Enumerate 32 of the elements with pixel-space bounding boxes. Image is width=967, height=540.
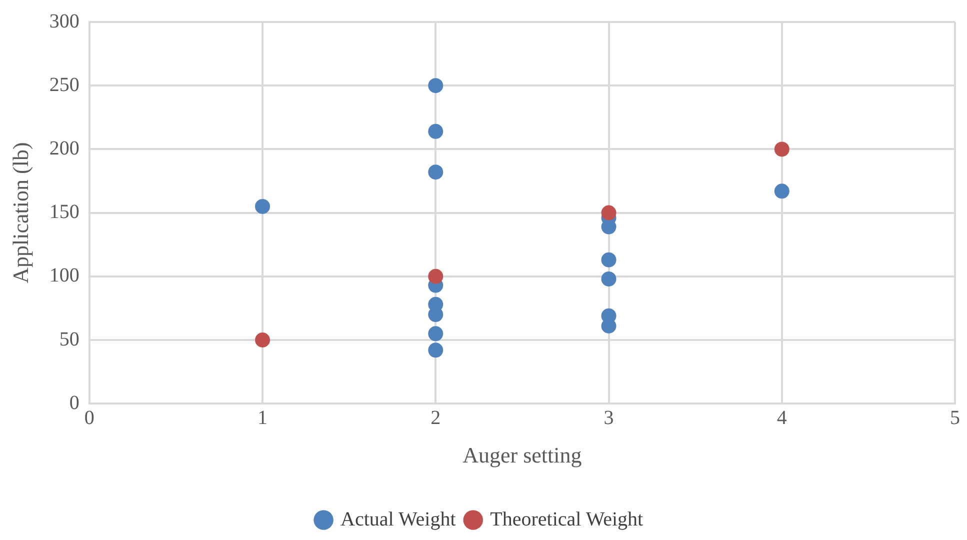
point xyxy=(428,78,444,94)
point xyxy=(255,332,270,348)
y-tick-label: 250 xyxy=(49,74,80,96)
point xyxy=(255,198,270,214)
point xyxy=(601,318,616,334)
point xyxy=(774,142,790,157)
y-tick-label: 300 xyxy=(49,10,80,32)
x-tick-label: 4 xyxy=(776,406,787,429)
y-tick-label: 0 xyxy=(69,392,80,414)
legend-label: Theoretical Weight xyxy=(490,508,644,530)
point xyxy=(428,307,444,322)
point xyxy=(428,342,444,358)
point xyxy=(774,184,790,199)
x-axis-title: Auger setting xyxy=(462,442,582,468)
point xyxy=(428,124,444,139)
y-axis-title: Application (lb) xyxy=(8,142,33,284)
x-tick-label: 1 xyxy=(258,406,268,429)
point xyxy=(601,271,616,286)
legend-label: Actual Weight xyxy=(340,508,456,530)
y-tick-label: 100 xyxy=(49,264,80,287)
x-tick-label: 5 xyxy=(950,406,960,429)
point xyxy=(601,205,616,220)
point xyxy=(428,268,444,284)
point xyxy=(601,252,616,268)
y-tick-label: 200 xyxy=(49,137,80,160)
y-tick-label: 50 xyxy=(59,328,80,350)
x-tick-label: 3 xyxy=(604,406,614,429)
point xyxy=(428,326,444,342)
x-tick-label: 0 xyxy=(84,406,94,429)
point xyxy=(428,164,444,180)
y-tick-label: 150 xyxy=(49,201,80,224)
x-tick-label: 2 xyxy=(430,406,441,429)
